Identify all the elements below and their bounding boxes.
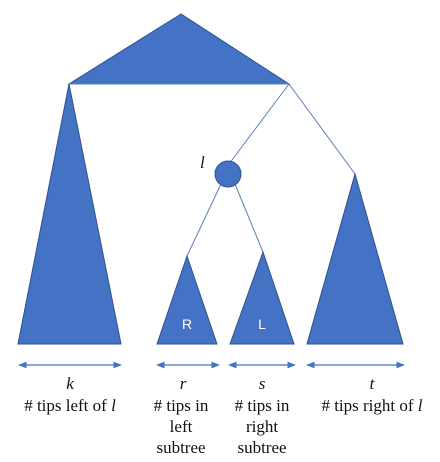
edge-l-to-left-subtree bbox=[186, 183, 222, 257]
caption-s-line-2: right bbox=[246, 417, 278, 436]
edge-to-node-l bbox=[228, 83, 290, 165]
variable-s: s bbox=[259, 374, 266, 393]
right-subtree-letter: L bbox=[258, 316, 266, 332]
caption-t-var: l bbox=[418, 396, 423, 415]
caption-r-line-3: subtree bbox=[156, 438, 205, 457]
caption-s-line-3: subtree bbox=[237, 438, 286, 457]
caption-t: # tips right of l bbox=[321, 396, 422, 415]
variable-t: t bbox=[370, 374, 376, 393]
edge-l-to-right-subtree bbox=[234, 183, 264, 253]
caption-k-var: l bbox=[111, 396, 116, 415]
root-clade-triangle bbox=[67, 13, 291, 85]
node-l-label: l bbox=[200, 153, 205, 172]
variable-r: r bbox=[180, 374, 187, 393]
caption-t-text: # tips right of bbox=[321, 396, 417, 415]
caption-r-line-1: # tips in bbox=[154, 396, 209, 415]
right-subtree-triangle bbox=[229, 250, 295, 345]
variable-k: k bbox=[66, 374, 74, 393]
caption-s-line-1: # tips in bbox=[235, 396, 290, 415]
left-clade-triangle bbox=[17, 83, 122, 345]
right-clade-triangle bbox=[306, 172, 404, 345]
node-l bbox=[214, 160, 242, 188]
left-subtree-letter: R bbox=[182, 316, 192, 332]
left-subtree-triangle bbox=[156, 254, 218, 345]
caption-k-text: # tips left of bbox=[24, 396, 111, 415]
caption-k: # tips left of l bbox=[24, 396, 116, 415]
edge-to-right-clade bbox=[288, 83, 356, 175]
caption-r-line-2: left bbox=[170, 417, 193, 436]
